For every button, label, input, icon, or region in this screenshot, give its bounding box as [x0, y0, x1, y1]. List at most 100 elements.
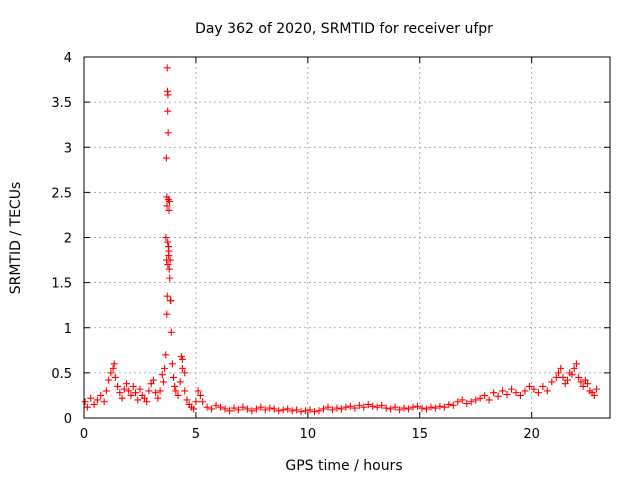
data-point: [373, 403, 381, 411]
data-point: [225, 407, 233, 415]
data-point: [164, 261, 172, 269]
data-point: [203, 403, 211, 411]
data-point: [346, 402, 354, 410]
data-point: [355, 401, 363, 409]
data-point: [534, 389, 542, 397]
data-point: [472, 396, 480, 404]
data-point: [458, 396, 466, 404]
grid-lines: [84, 57, 610, 418]
data-point: [503, 391, 511, 399]
data-point: [140, 394, 148, 402]
data-point: [467, 398, 475, 406]
data-point: [162, 234, 170, 241]
data-point: [118, 394, 126, 402]
data-point: [431, 404, 439, 412]
data-point: [449, 401, 457, 409]
y-tick-label: 3: [64, 141, 72, 156]
data-point: [125, 387, 133, 395]
data-point: [90, 400, 98, 408]
data-point: [382, 404, 390, 412]
data-point: [248, 407, 256, 415]
data-point: [499, 387, 507, 395]
data-point: [405, 405, 413, 413]
x-axis-label: GPS time / hours: [285, 458, 402, 474]
data-point: [234, 406, 242, 414]
y-tick-label: 3.5: [51, 96, 72, 111]
plot-frame: [83, 56, 611, 419]
data-point: [525, 382, 533, 390]
y-tick-label: 2.5: [51, 186, 72, 201]
data-point: [561, 380, 569, 388]
data-point: [568, 371, 576, 379]
data-point: [297, 408, 305, 416]
data-point: [422, 405, 430, 413]
data-point: [378, 401, 386, 409]
data-point: [165, 265, 173, 273]
data-point: [196, 391, 204, 399]
y-tick-label: 0: [64, 412, 72, 427]
data-point: [445, 400, 453, 408]
y-tick-label: 1.5: [51, 277, 72, 292]
data-point: [572, 360, 580, 368]
data-point: [81, 398, 89, 406]
data-point: [328, 406, 336, 414]
data-point: [275, 407, 283, 415]
data-point: [530, 385, 538, 393]
data-point: [266, 404, 274, 412]
chart-title: Day 362 of 2020, SRMTID for receiver ufp…: [195, 21, 493, 37]
data-point: [243, 405, 251, 413]
data-point: [440, 403, 448, 411]
data-point: [181, 387, 189, 395]
data-point: [548, 378, 556, 386]
data-point: [319, 405, 327, 413]
data-point: [129, 382, 137, 390]
y-tick-label: 4: [64, 51, 72, 66]
data-point: [261, 406, 269, 414]
data-point: [164, 91, 172, 99]
data-point: [230, 404, 238, 412]
data-point: [563, 376, 571, 384]
data-point: [217, 403, 225, 411]
data-point: [252, 405, 260, 413]
data-point: [158, 371, 166, 379]
y-axis-label: SRMTID / TECUs: [8, 182, 24, 295]
data-point: [152, 389, 160, 397]
data-point: [364, 400, 372, 408]
data-point: [463, 400, 471, 408]
data-point: [396, 406, 404, 414]
data-point: [145, 387, 153, 395]
data-point: [174, 391, 182, 399]
y-tick-label: 2: [64, 232, 72, 247]
data-point: [111, 373, 119, 381]
data-points: [81, 64, 601, 416]
data-point: [93, 396, 101, 404]
data-point: [427, 403, 435, 411]
data-point: [163, 202, 171, 210]
data-point: [508, 385, 516, 393]
data-point: [270, 405, 278, 413]
data-point: [100, 398, 108, 406]
data-point: [116, 389, 124, 397]
data-point: [485, 396, 493, 404]
data-point: [360, 403, 368, 411]
data-point: [521, 387, 529, 395]
data-point: [257, 403, 265, 411]
data-point: [199, 398, 207, 406]
data-point: [570, 364, 578, 372]
data-point: [163, 256, 171, 264]
data-point: [159, 378, 167, 386]
data-point: [324, 403, 332, 411]
x-tick-label: 20: [523, 427, 540, 442]
data-point: [110, 360, 118, 368]
data-point: [154, 394, 162, 402]
data-point: [164, 129, 172, 137]
data-point: [579, 382, 587, 390]
data-point: [168, 360, 176, 368]
data-point: [584, 380, 592, 388]
data-point: [311, 408, 319, 416]
data-point: [162, 351, 170, 359]
data-point: [593, 385, 601, 393]
data-point: [190, 405, 198, 413]
data-point: [161, 364, 169, 372]
data-point: [114, 382, 122, 390]
